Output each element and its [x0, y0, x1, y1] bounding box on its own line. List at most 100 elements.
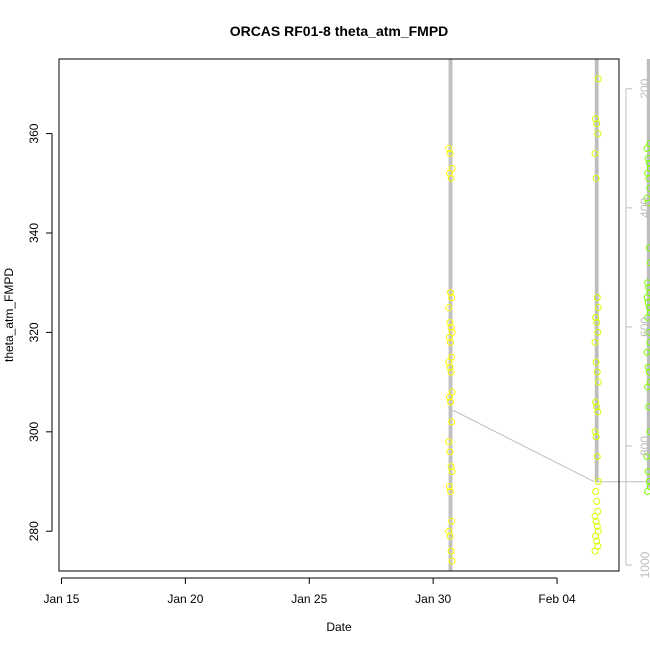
- data-point: [448, 468, 456, 476]
- data-point: [593, 497, 601, 505]
- data-point: [446, 149, 454, 157]
- data-point: [446, 448, 454, 456]
- data-point: [593, 368, 601, 376]
- data-point: [645, 328, 650, 336]
- data-point: [594, 408, 602, 416]
- y-tick-label: 340: [27, 223, 41, 243]
- data-point: [645, 304, 650, 312]
- data-point: [594, 75, 602, 83]
- data-point: [644, 313, 650, 321]
- data-point: [645, 284, 650, 292]
- data-point: [592, 398, 600, 406]
- data-point: [646, 164, 650, 172]
- y2-tick-label: 600: [638, 317, 650, 337]
- data-point: [447, 338, 455, 346]
- data-point: [447, 487, 455, 495]
- data-point: [447, 174, 455, 182]
- data-point: [445, 333, 453, 341]
- data-point: [592, 487, 600, 495]
- chart-title: ORCAS RF01-8 theta_atm_FMPD: [230, 23, 449, 39]
- y-tick-label: 360: [27, 123, 41, 143]
- y-axis-label: theta_atm_FMPD: [2, 268, 16, 362]
- data-point: [447, 323, 455, 331]
- y-tick-label: 320: [27, 322, 41, 342]
- y2-tick-label: 200: [638, 78, 650, 98]
- x-tick-label: Jan 30: [415, 592, 451, 606]
- data-point: [646, 483, 650, 490]
- data-point: [446, 363, 454, 371]
- x-axis-label: Date: [326, 620, 352, 634]
- data-point: [448, 294, 456, 302]
- data-point: [594, 478, 602, 486]
- data-point: [594, 328, 602, 336]
- data-point: [645, 174, 650, 182]
- axes: Jan 15 Jan 20 Jan 25 Jan 30 Feb 04 280 300 320 3…: [27, 78, 650, 606]
- data-point: [644, 279, 650, 287]
- data-point: [594, 130, 602, 138]
- data-point: [594, 304, 602, 312]
- data-point: [445, 358, 453, 366]
- x-tick-label: Jan 25: [291, 592, 327, 606]
- data-point: [592, 517, 600, 525]
- data-point: [644, 169, 650, 177]
- data-point: [646, 259, 650, 267]
- data-point: [591, 547, 599, 555]
- data-point: [593, 294, 601, 302]
- data-point: [643, 194, 650, 202]
- data-point: [447, 289, 455, 297]
- data-point: [592, 174, 600, 182]
- data-point: [644, 199, 650, 207]
- x-tick-label: Jan 20: [167, 592, 203, 606]
- y2-tick-label: 800: [638, 436, 650, 456]
- data-point: [592, 115, 600, 123]
- data-point: [644, 299, 650, 307]
- data-point: [644, 468, 650, 476]
- data-point: [448, 517, 456, 525]
- data-point: [643, 294, 650, 302]
- data-point: [445, 393, 453, 401]
- data-point: [646, 378, 650, 386]
- data-point: [593, 453, 601, 461]
- y2-tick-label: 1000: [638, 551, 650, 578]
- data-point: [591, 512, 599, 520]
- data-point: [593, 537, 601, 545]
- data-point: [645, 244, 650, 252]
- data-point: [445, 144, 453, 152]
- data-point: [643, 348, 650, 356]
- y2-tick-label: 400: [638, 198, 650, 218]
- data-point: [592, 358, 600, 366]
- data-point: [445, 438, 453, 446]
- data-point: [448, 418, 456, 426]
- data-point: [591, 149, 599, 157]
- data-point: [445, 169, 453, 177]
- data-point: [447, 368, 455, 376]
- y-tick-label: 300: [27, 421, 41, 441]
- data-point: [594, 378, 602, 386]
- data-point: [445, 482, 453, 490]
- data-point: [644, 383, 650, 391]
- data-point: [644, 487, 650, 495]
- data-point: [593, 403, 601, 411]
- data-point: [448, 557, 456, 565]
- data-point: [447, 398, 455, 406]
- data-point: [645, 159, 650, 167]
- data-point: [446, 318, 454, 326]
- data-point: [593, 318, 601, 326]
- data-point: [643, 453, 650, 461]
- pressure-traces: [448, 59, 650, 571]
- data-point: [446, 532, 454, 540]
- data-point: [644, 154, 650, 162]
- y-tick-label: 280: [27, 521, 41, 541]
- data-point: [445, 527, 453, 535]
- data-point: [593, 522, 601, 530]
- data-point: [646, 309, 650, 316]
- data-point: [447, 547, 455, 555]
- data-point: [644, 363, 650, 371]
- x-tick-label: Jan 15: [43, 592, 79, 606]
- data-point: [591, 428, 599, 436]
- data-point: [592, 313, 600, 321]
- data-point: [593, 120, 601, 128]
- plot-frame: [58, 58, 620, 572]
- data-points: [445, 75, 650, 565]
